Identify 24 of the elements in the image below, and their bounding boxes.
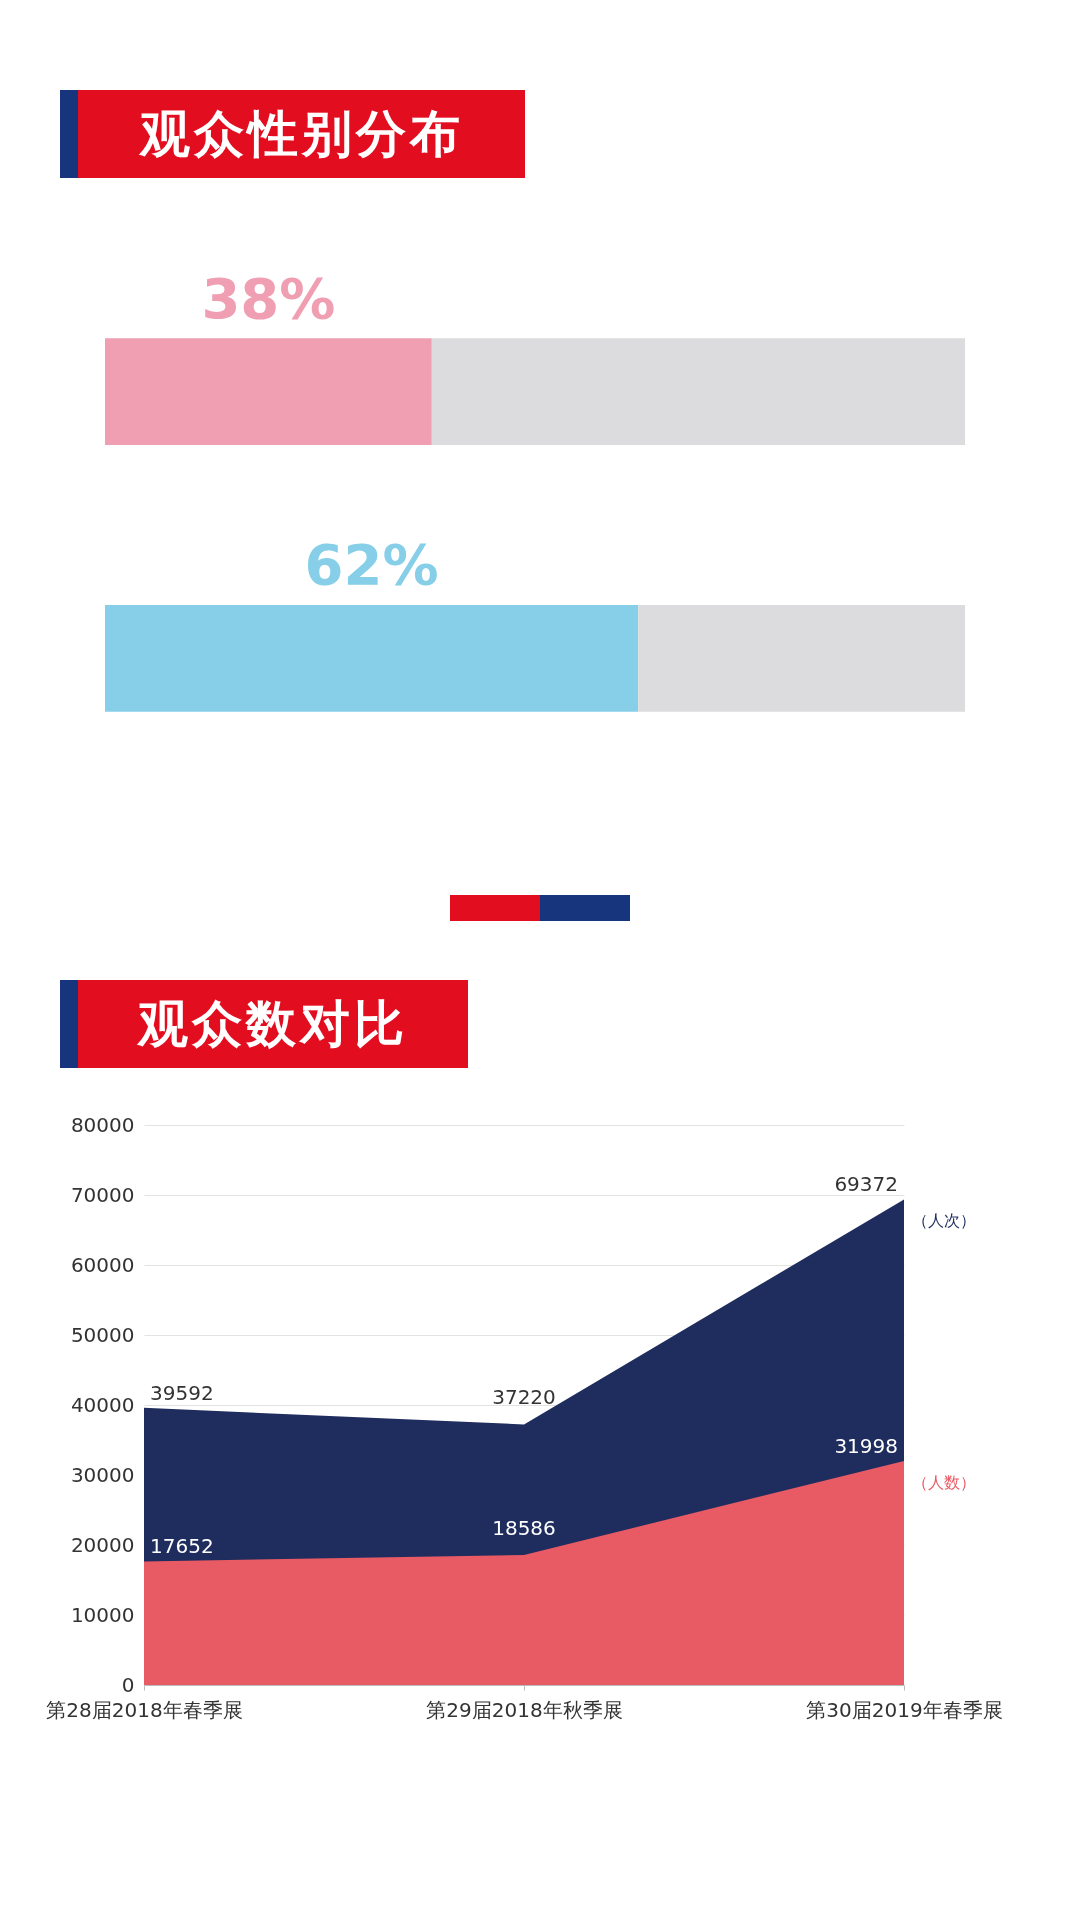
data-label: 38% [201,265,336,331]
y-tick-label: 30000 [70,1462,135,1487]
data-label: 62% [304,532,439,598]
data-label: 69372 [834,1172,898,1197]
y-tick-label: 60000 [70,1252,135,1277]
y-tick-label: 80000 [70,1112,135,1137]
series-label: （人数） [912,1473,976,1493]
chart-title: 观众性别分布 [60,90,525,178]
x-tick-label: 第29届2018年秋季展 [426,1697,623,1722]
y-tick-label: 50000 [70,1322,135,1347]
series-label: （人次） [912,1211,976,1231]
data-label: 17652 [150,1534,214,1559]
chart-title: 观众数对比 [60,980,468,1068]
data-label: 37220 [492,1385,556,1410]
y-tick-label: 20000 [70,1532,135,1557]
y-tick-label: 70000 [70,1182,135,1207]
data-label: 39592 [150,1380,214,1405]
y-tick-label: 40000 [70,1392,135,1417]
y-tick-label: 10000 [70,1602,135,1627]
y-tick-label: 0 [121,1672,135,1697]
data-label: 31998 [834,1434,898,1459]
x-tick-label: 第30届2019年春季展 [806,1697,1003,1722]
x-tick-label: 第28届2018年春季展 [46,1697,243,1722]
data-label: 18586 [492,1515,556,1540]
